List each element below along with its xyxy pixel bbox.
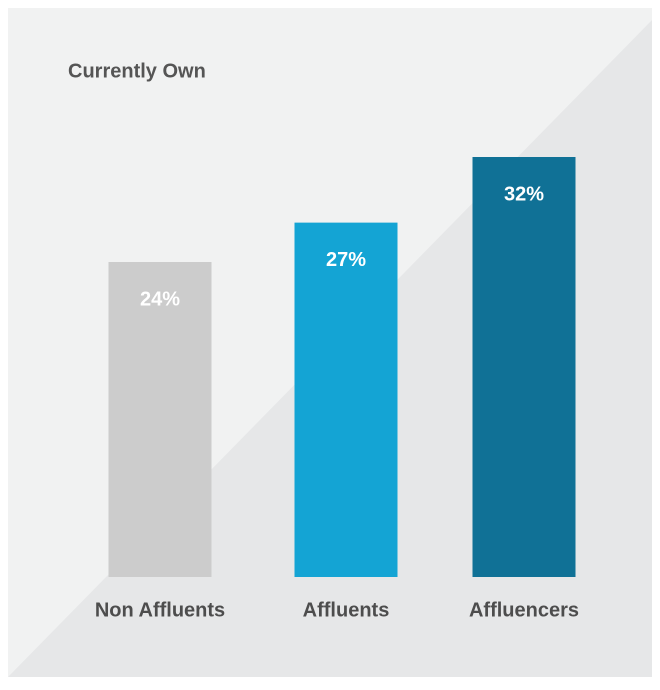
category-label: Affluencers	[469, 599, 579, 621]
value-label: 27%	[326, 249, 366, 271]
value-label: 32%	[504, 183, 544, 205]
bar	[294, 222, 398, 577]
category-label: Non Affluents	[95, 599, 225, 621]
category-label: Affluents	[303, 599, 390, 621]
chart-title: Currently Own	[68, 60, 206, 82]
bar	[472, 157, 576, 577]
value-label: 24%	[140, 288, 180, 310]
bar	[108, 262, 212, 577]
